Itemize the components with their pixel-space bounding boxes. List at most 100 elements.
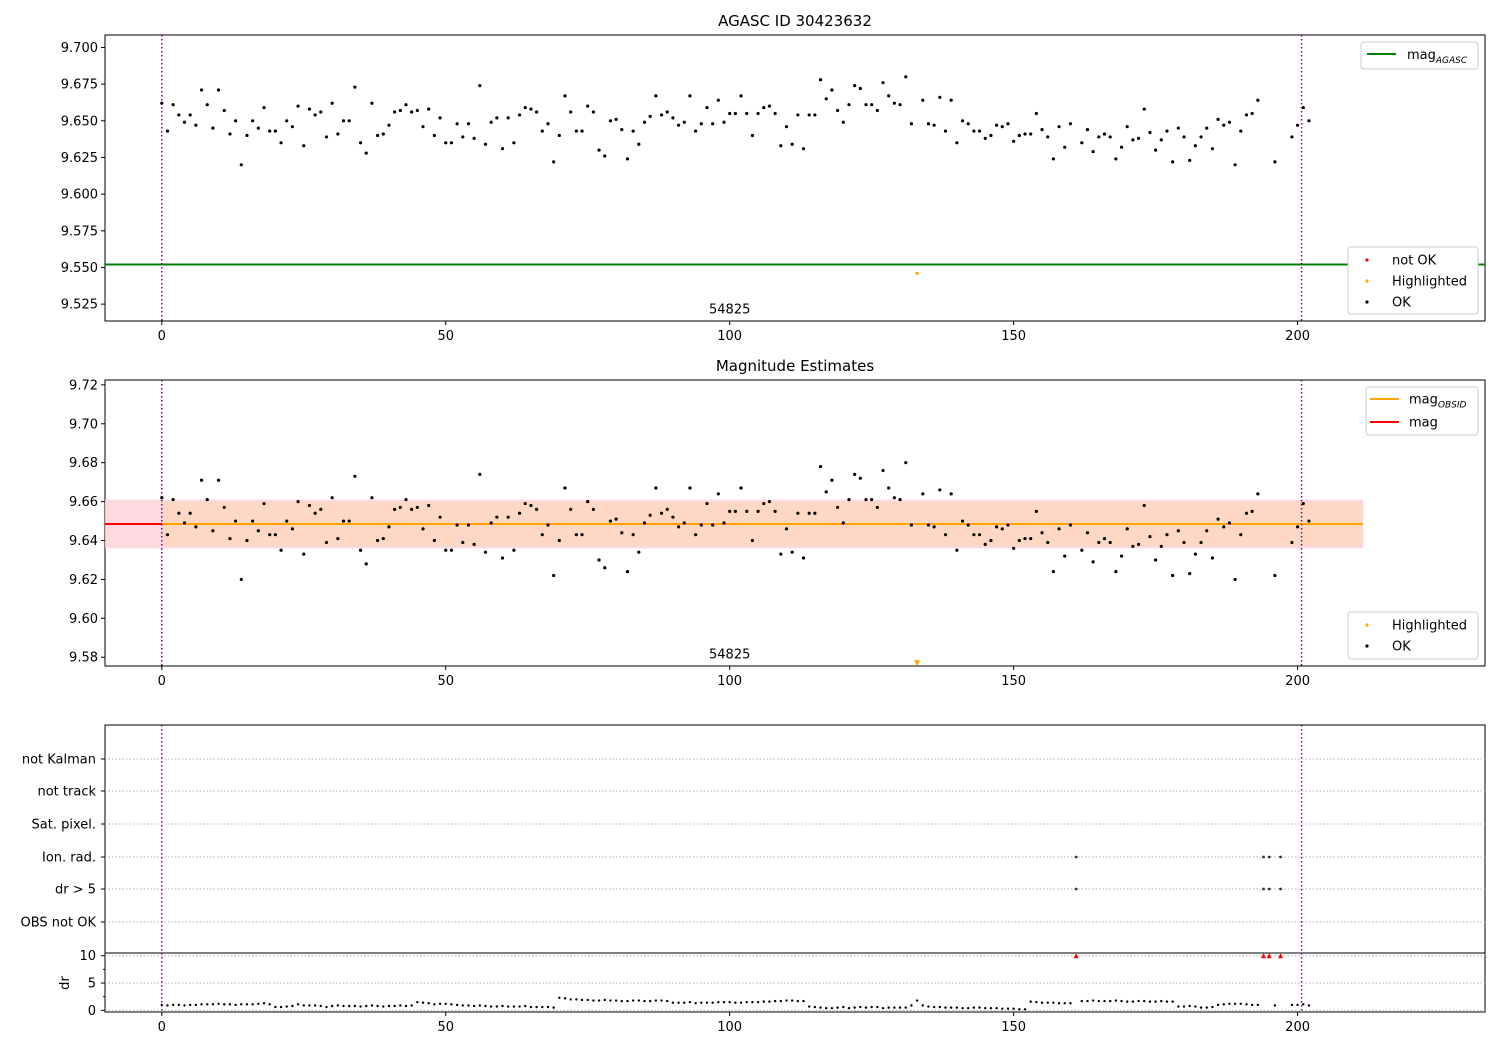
data-point: [1063, 554, 1067, 558]
data-point: [847, 103, 851, 107]
data-point: [1222, 1003, 1225, 1006]
data-point: [268, 533, 272, 537]
data-point: [1125, 125, 1129, 129]
data-point: [767, 104, 772, 108]
data-point: [665, 507, 669, 511]
data-point: [802, 999, 805, 1003]
data-point: [932, 525, 936, 529]
data-point: [609, 999, 612, 1002]
data-point: [296, 499, 300, 504]
data-point: [541, 1005, 544, 1009]
data-point: [977, 533, 982, 537]
y-tick-label: 9.625: [61, 151, 98, 166]
data-point: [745, 509, 749, 513]
data-point: [830, 478, 834, 482]
data-point: [285, 119, 289, 123]
data-point: [574, 533, 578, 537]
data-point: [739, 94, 743, 98]
data-point: [296, 1003, 300, 1006]
x-tick-label: 50: [437, 1020, 454, 1035]
data-point: [211, 1003, 215, 1006]
data-point: [358, 141, 363, 145]
data-point: [1068, 523, 1073, 527]
data-point: [967, 1006, 970, 1010]
data-point: [398, 505, 402, 510]
data-point: [370, 496, 374, 500]
data-point: [308, 1004, 311, 1007]
x-tick-label: 50: [437, 329, 454, 344]
legend-point-swatch: [1365, 644, 1369, 648]
data-point: [654, 999, 658, 1002]
data-point: [875, 108, 879, 113]
y-tick-label: 9.550: [61, 261, 98, 276]
data-point: [682, 521, 686, 525]
data-point: [728, 509, 732, 513]
data-point: [1244, 113, 1249, 117]
data-point: [234, 1003, 237, 1007]
data-point: [1091, 999, 1095, 1002]
data-point: [768, 1000, 771, 1003]
data-point: [654, 94, 658, 98]
data-point: [853, 84, 857, 88]
data-point: [700, 1001, 703, 1004]
data-point: [438, 515, 442, 519]
data-point: [1165, 533, 1169, 537]
data-point: [1193, 552, 1197, 556]
data-point: [978, 1006, 981, 1009]
data-point: [177, 113, 181, 117]
data-point: [909, 523, 914, 527]
data-point: [1040, 531, 1044, 535]
data-point: [399, 1004, 402, 1007]
data-point: [245, 538, 249, 543]
data-point: [1227, 521, 1232, 525]
data-point: [228, 536, 232, 541]
data-point: [921, 98, 925, 102]
data-point: [1097, 540, 1101, 545]
data-point: [330, 101, 334, 105]
data-point: [330, 496, 334, 500]
data-point: [977, 129, 982, 133]
data-point: [1085, 531, 1090, 535]
data-point: [177, 1003, 181, 1007]
legend-point-swatch: [1365, 258, 1369, 262]
data-point: [620, 999, 623, 1003]
flag-point: [1279, 855, 1282, 859]
data-point: [728, 1000, 731, 1004]
data-point: [1256, 1003, 1260, 1007]
legend-box: [1347, 246, 1479, 315]
data-point: [699, 523, 703, 527]
data-point: [1102, 536, 1107, 541]
data-point: [642, 521, 647, 525]
data-point: [910, 1004, 913, 1007]
data-point: [427, 503, 431, 508]
data-point: [205, 498, 209, 502]
data-point: [194, 1003, 198, 1007]
data-point: [637, 550, 641, 554]
legend-label: Highlighted: [1392, 275, 1467, 290]
data-point: [256, 126, 260, 130]
data-point: [290, 125, 295, 129]
data-point: [182, 120, 187, 124]
data-point: [853, 1006, 856, 1009]
data-point: [830, 1006, 834, 1010]
data-point: [347, 1004, 351, 1008]
data-point: [1057, 1002, 1061, 1005]
data-point: [995, 1006, 998, 1010]
data-point: [319, 110, 323, 114]
y-tick-label: 9.700: [61, 41, 98, 56]
data-point: [1177, 1005, 1180, 1008]
up-triangle-point: [1073, 953, 1079, 959]
data-point: [512, 1005, 516, 1008]
data-point: [1159, 138, 1163, 142]
data-point: [989, 1006, 993, 1010]
data-point: [1148, 535, 1152, 539]
data-point: [364, 562, 368, 566]
data-point: [847, 498, 851, 502]
data-point: [716, 492, 720, 496]
obsid-annotation: 54825: [709, 647, 750, 662]
data-point: [676, 123, 681, 127]
data-point: [222, 108, 226, 113]
data-point: [1194, 1005, 1197, 1008]
data-point: [705, 501, 709, 506]
data-point: [483, 550, 488, 554]
